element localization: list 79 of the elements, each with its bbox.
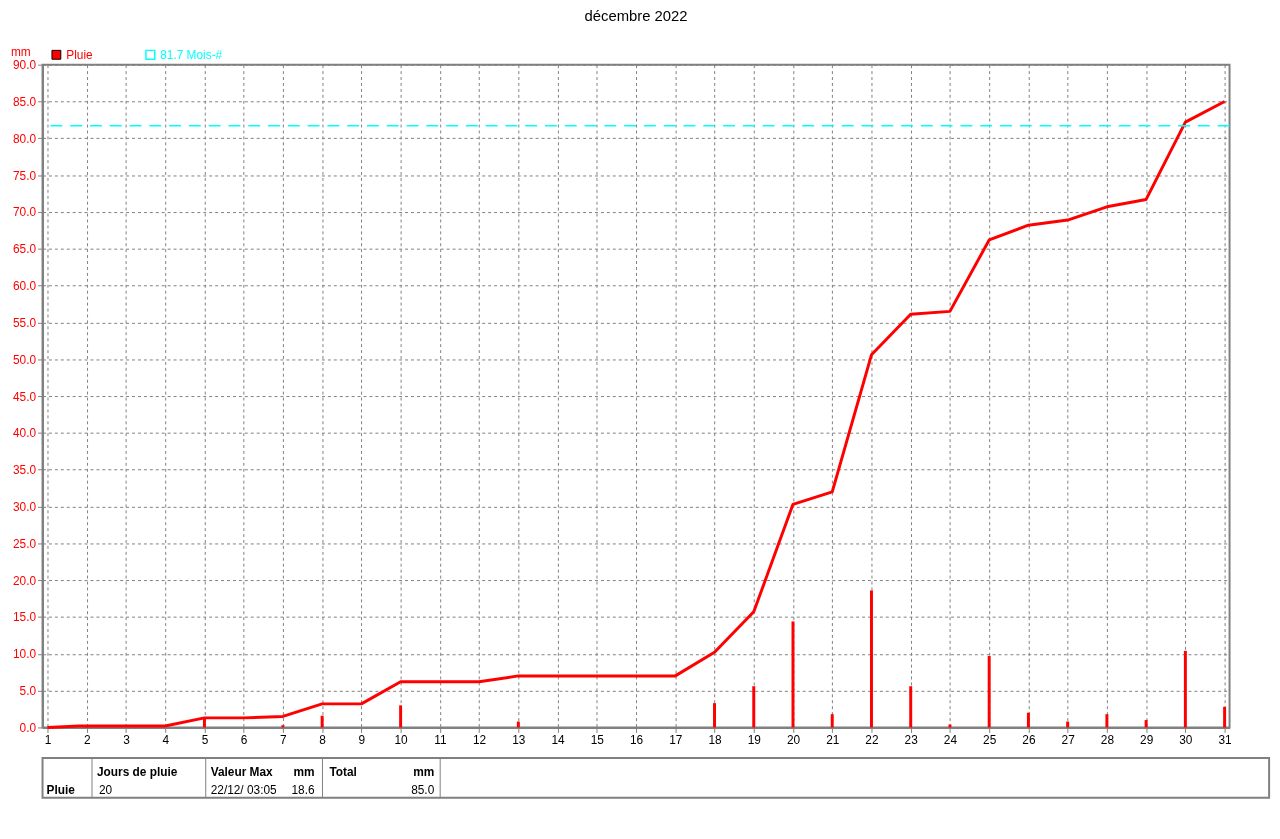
text: mm [413,764,435,779]
x-tick-label: 4 [162,732,170,747]
text: mm [293,764,315,779]
y-tick-label: 35.0 [13,463,37,478]
text: 22/12/ 03:05 [210,782,278,797]
x-tick-label: 18 [708,732,723,747]
y-tick-label: 90.0 [13,58,37,73]
chart-title: décembre 2022 [584,8,688,25]
y-tick-label: 0.0 [19,720,37,735]
bar [830,714,834,728]
x-tick-label: 31 [1218,732,1233,747]
y-tick-label: 15.0 [13,610,37,625]
y-tick-label: 55.0 [13,315,37,330]
y-tick-label: 45.0 [13,389,37,404]
y-tick-label: 10.0 [13,647,37,662]
y-tick-label: 65.0 [13,242,37,257]
x-tick-label: 20 [786,732,801,747]
text: 85.0 [411,782,435,797]
x-tick-label: 29 [1140,732,1154,747]
x-tick-label: 21 [826,732,840,747]
x-tick-label: 9 [358,732,366,747]
text: 20 [98,782,113,797]
bar [752,686,756,728]
bar [713,703,716,728]
x-tick-label: 7 [280,732,287,747]
x-tick-label: 15 [590,732,605,747]
x-tick-label: 25 [983,732,997,747]
x-tick-label: 23 [904,732,919,747]
y-tick-label: 60.0 [13,279,37,294]
text: Valeur Max [210,764,274,779]
x-tick-label: 22 [865,732,879,747]
x-tick-label: 26 [1022,732,1036,747]
y-tick-label: 40.0 [13,426,37,441]
y-tick-label: 75.0 [13,168,37,183]
bar [399,705,403,728]
x-tick-label: 19 [747,732,762,747]
x-tick-label: 12 [472,732,487,747]
x-tick-label: 3 [123,732,131,747]
text: Pluie [46,782,76,797]
text: Total [329,764,357,779]
x-tick-label: 24 [943,732,958,747]
text: 18.6 [291,782,315,797]
x-tick-label: 16 [629,732,644,747]
bar [1223,706,1227,728]
x-tick-label: 2 [83,732,91,747]
x-tick-label: 17 [669,732,683,747]
x-tick-label: 1 [44,732,52,747]
bar [320,715,324,728]
bar [987,656,991,728]
y-tick-label: 50.0 [13,352,37,367]
x-tick-label: 30 [1179,732,1193,747]
legend-label: Pluie [66,47,94,62]
x-tick-label: 27 [1061,732,1075,747]
y-tick-label: 20.0 [13,573,37,588]
y-tick-label: 25.0 [13,536,37,551]
bar [869,590,873,728]
x-tick-label: 11 [434,732,447,747]
text: Jours de pluie [96,764,178,779]
line-series [45,100,1227,729]
y-tick-label: 5.0 [19,684,37,699]
bar [909,686,913,728]
bar [1183,650,1187,728]
x-tick-label: 14 [551,732,566,747]
x-tick-label: 5 [201,732,209,747]
y-axis-title: mm [10,44,31,59]
y-tick-label: 85.0 [13,94,37,109]
x-tick-label: 10 [394,732,409,747]
x-tick-label: 6 [240,732,248,747]
y-tick-label: 30.0 [13,499,37,514]
legend-label: 81.7 Mois-# [160,47,223,62]
bar [948,724,952,728]
y-tick-label: 80.0 [13,131,37,146]
x-tick-label: 13 [512,732,526,747]
y-tick-label: 70.0 [13,205,37,220]
x-tick-label: 8 [319,732,327,747]
bar [1144,720,1148,728]
x-tick-label: 28 [1100,732,1115,747]
bar [1105,714,1109,728]
bar [1026,712,1030,728]
